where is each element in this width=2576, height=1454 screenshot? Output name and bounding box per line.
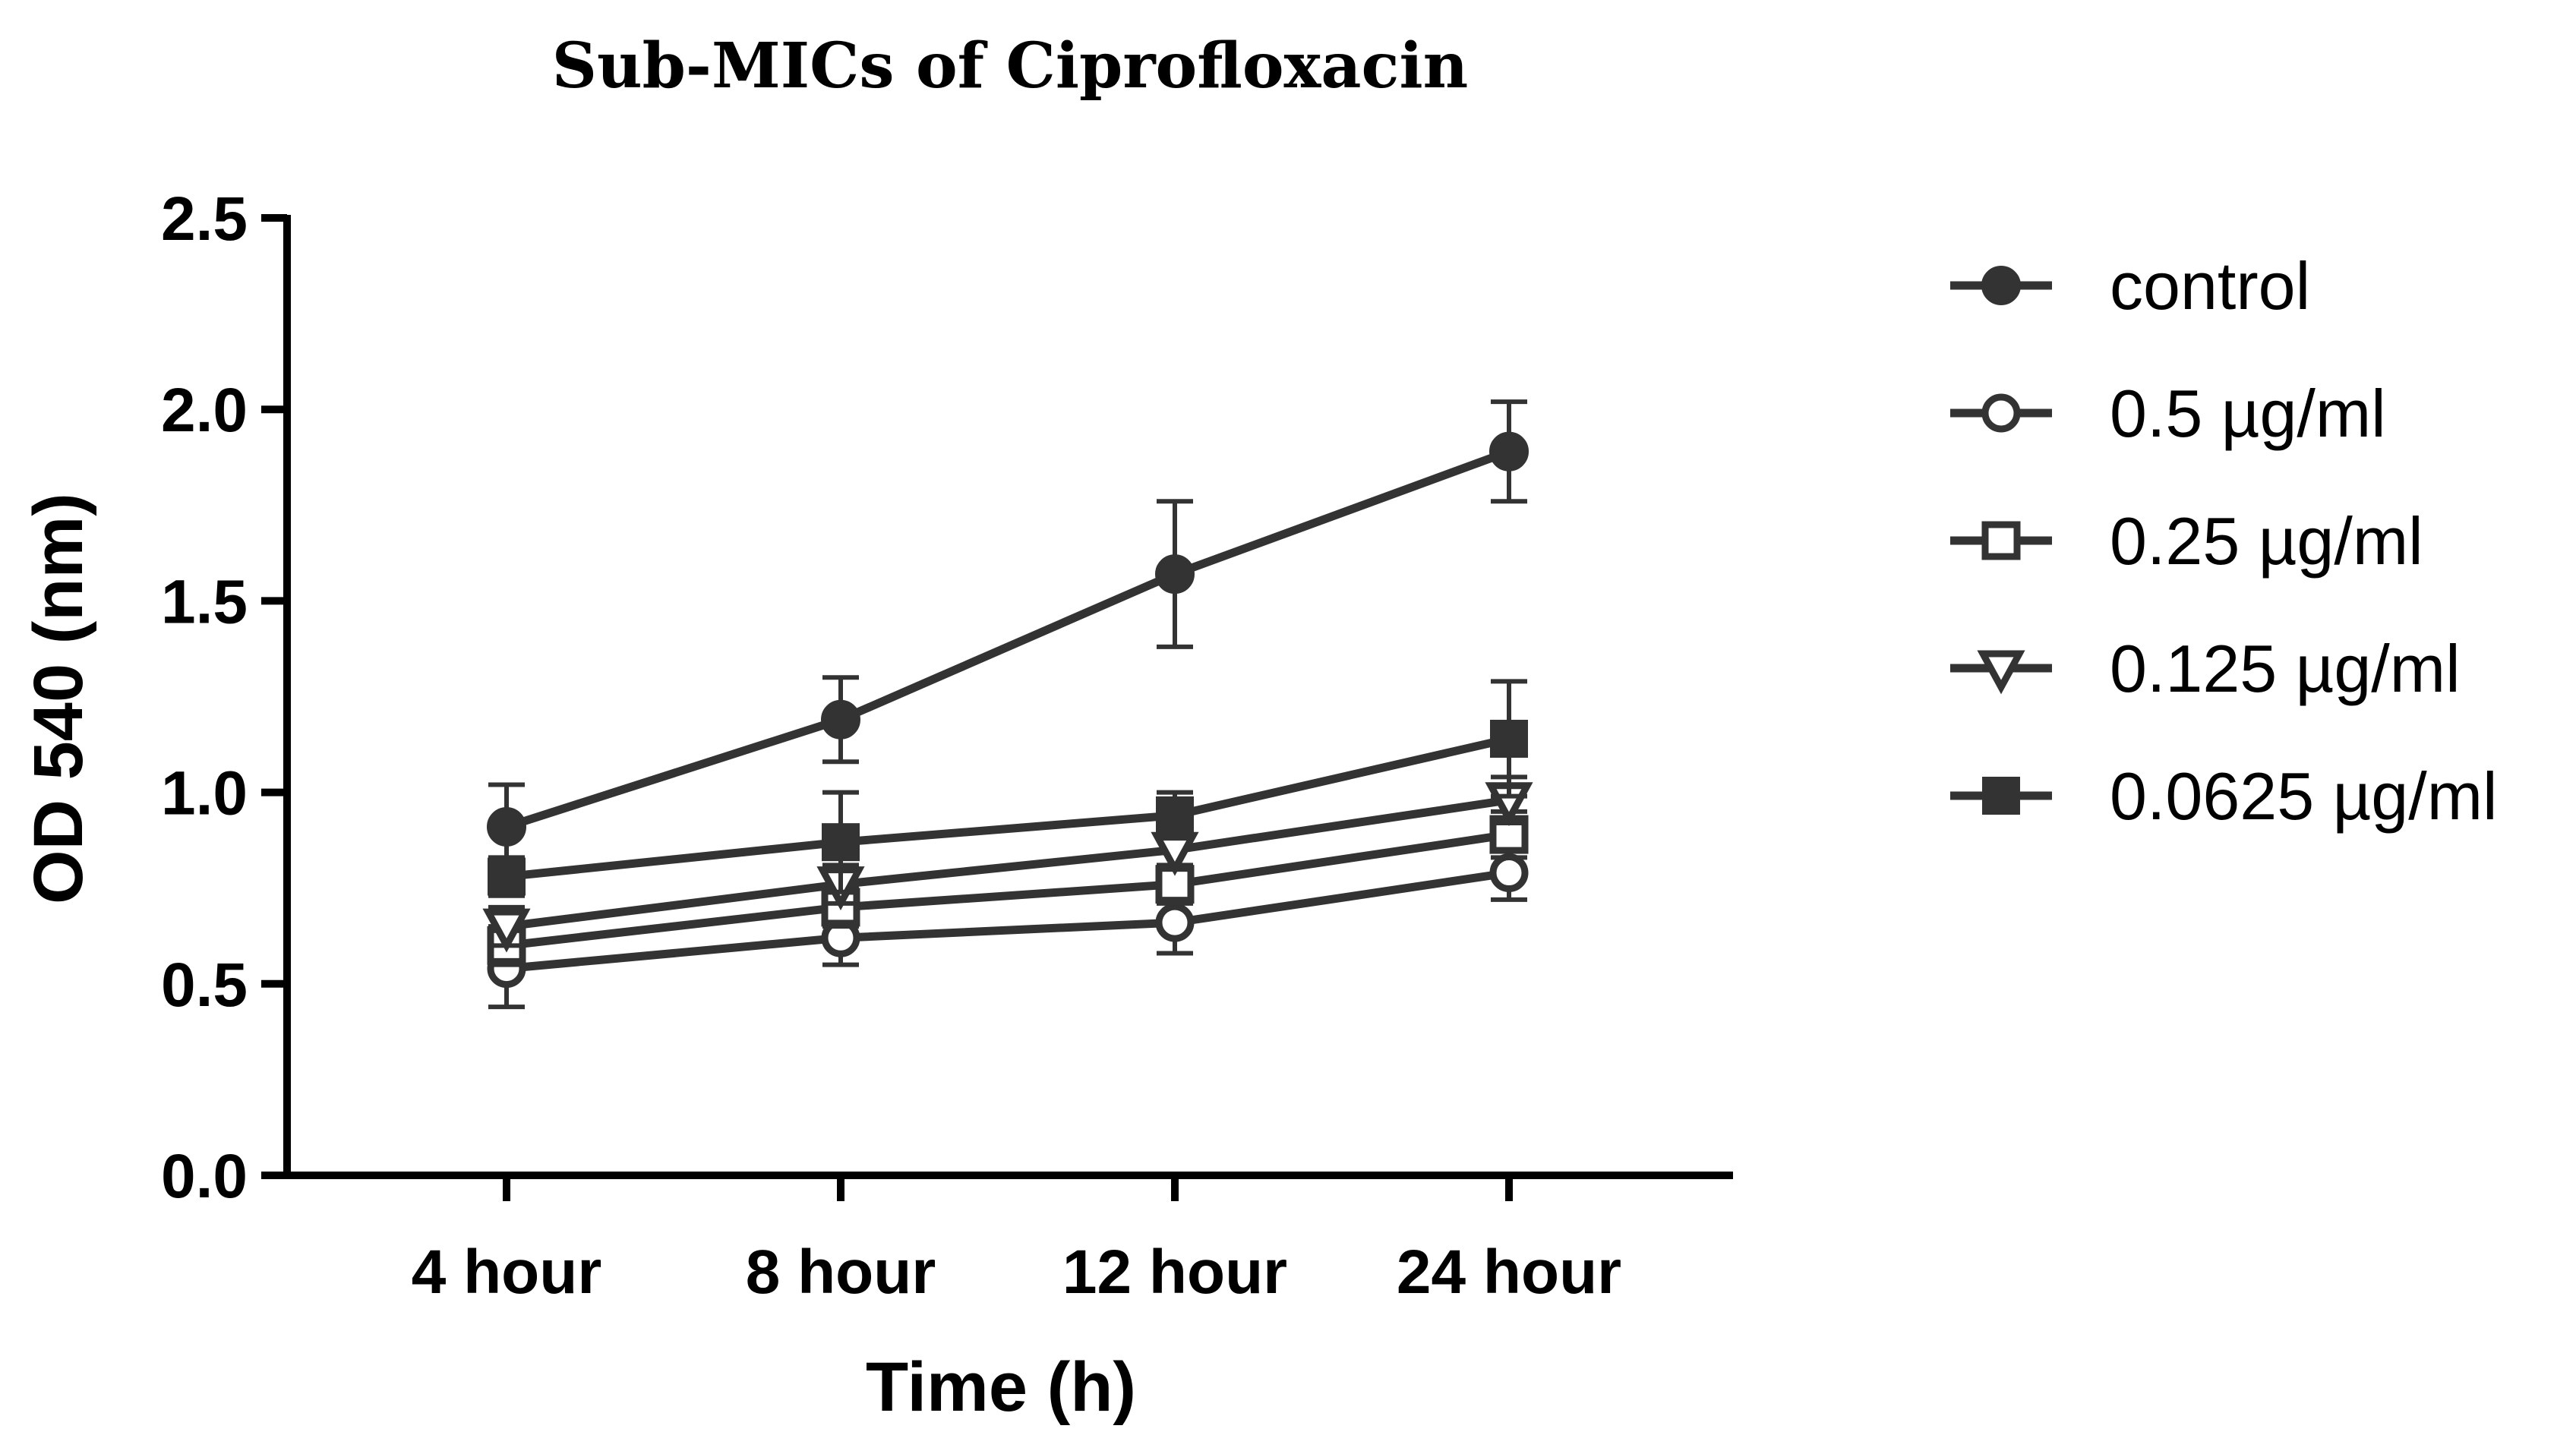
legend-item: 0.0625 µg/ml <box>1950 759 2498 834</box>
series-line <box>506 734 1511 882</box>
data-point <box>1490 719 1528 758</box>
legend-label: 0.25 µg/ml <box>2110 503 2423 579</box>
legend-item: 0.125 µg/ml <box>1950 631 2461 706</box>
y-tick-label: 0.0 <box>161 1142 248 1211</box>
data-point <box>488 857 526 896</box>
y-tick-label: 1.0 <box>161 759 248 828</box>
data-point <box>822 823 860 862</box>
data-point <box>1156 796 1194 834</box>
series-line <box>506 796 1510 931</box>
y-tick-label: 2.5 <box>161 185 248 254</box>
legend-marker <box>1981 393 2021 433</box>
plot-area: 0.0 0.5 1.0 1.5 2.0 2.5 4 hour 8 hour 12 hour 24 … <box>161 185 1733 1307</box>
legend-item: 0.5 µg/ml <box>1950 376 2386 451</box>
data-point <box>487 806 526 847</box>
data-point <box>482 908 531 953</box>
x-tick-label: 12 hour <box>1062 1238 1287 1307</box>
legend-label: control <box>2110 248 2310 323</box>
series-4 <box>488 679 1528 898</box>
legend-item: control <box>1950 248 2310 323</box>
legend-label: 0.125 µg/ml <box>2110 631 2461 706</box>
legend-label: 0.0625 µg/ml <box>2110 759 2498 834</box>
legend-label: 0.5 µg/ml <box>2110 376 2386 451</box>
data-point <box>1155 554 1195 595</box>
data-point <box>821 699 860 740</box>
x-axis-label: Time (h) <box>866 1348 1136 1426</box>
x-tick-label: 4 hour <box>412 1238 602 1307</box>
series-0 <box>487 399 1529 872</box>
legend-marker <box>1981 521 2021 560</box>
x-tick-label: 8 hour <box>746 1238 936 1307</box>
y-axis-label: OD 540 (nm) <box>20 493 97 904</box>
y-tick-label: 0.5 <box>161 951 248 1020</box>
data-point <box>1489 853 1529 893</box>
series-line <box>506 869 1510 973</box>
data-point <box>1489 431 1529 472</box>
legend: control 0.5 µg/ml 0.25 µg/ml 0.125 µg/ml 0.0… <box>1950 248 2498 834</box>
data-point <box>1155 903 1195 942</box>
legend-marker <box>1981 266 2021 305</box>
legend-marker <box>1977 650 2025 695</box>
series-line <box>506 830 1510 950</box>
x-tick-label: 24 hour <box>1397 1238 1621 1307</box>
legend-item: 0.25 µg/ml <box>1950 503 2423 579</box>
chart-title: Sub-MICs of Ciprofloxacin <box>552 30 1469 103</box>
series-line <box>505 447 1511 831</box>
y-tick-label: 2.0 <box>161 376 248 445</box>
legend-marker <box>1982 777 2020 815</box>
y-tick-label: 1.5 <box>161 567 248 636</box>
series-2 <box>487 809 1529 967</box>
